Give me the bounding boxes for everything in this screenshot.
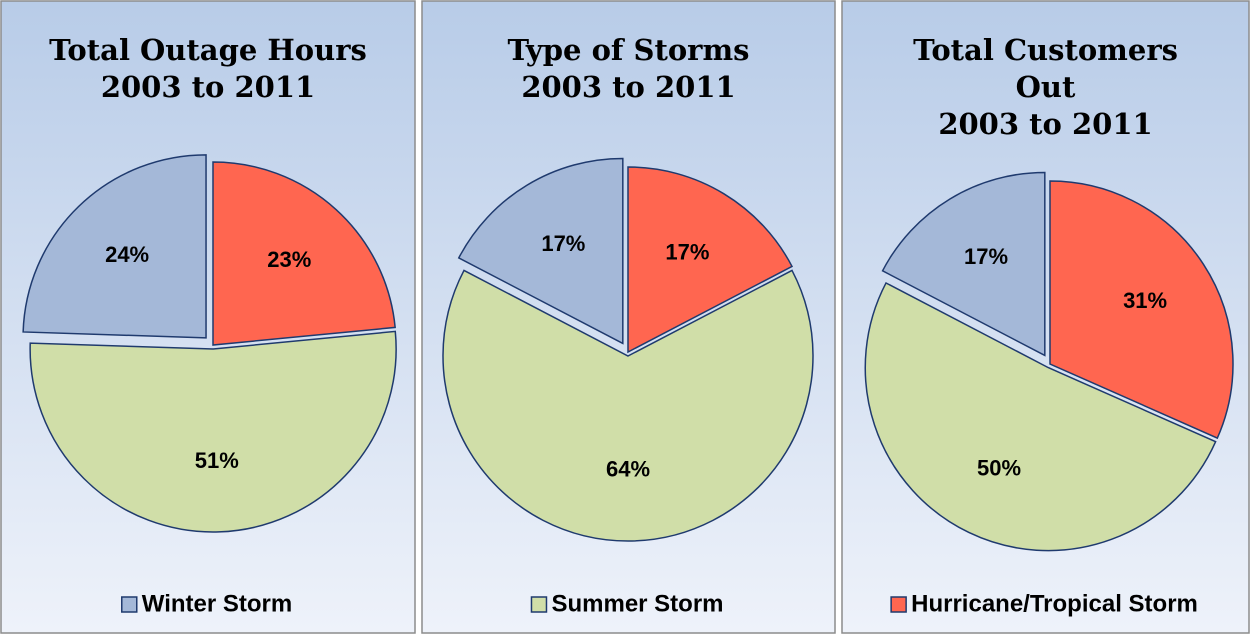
pie-slice xyxy=(29,330,397,533)
pie-slice xyxy=(22,154,207,339)
pie-slice xyxy=(442,269,814,542)
chart-title: Total Customers xyxy=(913,33,1178,67)
legend-label: Winter Storm xyxy=(142,590,292,617)
legend-swatch xyxy=(121,596,138,613)
value-label: 17% xyxy=(665,240,709,265)
legend-swatch xyxy=(530,596,548,613)
legend: Hurricane/Tropical Storm xyxy=(890,590,1198,617)
value-label: 31% xyxy=(1123,288,1167,313)
chart-title: 2003 to 2011 xyxy=(521,70,735,104)
pie-slice xyxy=(1049,180,1234,440)
pie-slice xyxy=(627,166,794,354)
pie-slice xyxy=(864,281,1217,552)
legend-swatch xyxy=(890,596,907,613)
chart-title: Out xyxy=(1016,70,1076,104)
legend: Summer Storm xyxy=(530,590,724,617)
value-label: 64% xyxy=(606,457,650,482)
value-label: 17% xyxy=(541,231,585,256)
pie-slice xyxy=(881,171,1046,357)
chart-title: 2003 to 2011 xyxy=(938,107,1152,141)
chart-title: Type of Storms xyxy=(508,33,750,67)
legend-label: Hurricane/Tropical Storm xyxy=(911,590,1198,617)
value-label: 23% xyxy=(267,247,311,272)
value-label: 24% xyxy=(105,242,149,267)
value-label: 17% xyxy=(964,244,1008,269)
pie-slice xyxy=(457,157,624,345)
chart-title: 2003 to 2011 xyxy=(101,70,315,104)
pie-slice xyxy=(212,161,396,346)
value-label: 50% xyxy=(977,456,1021,481)
legend: Winter Storm xyxy=(121,590,292,617)
chart-title: Total Outage Hours xyxy=(49,33,367,67)
legend-label: Summer Storm xyxy=(551,590,723,617)
value-label: 51% xyxy=(195,448,239,473)
